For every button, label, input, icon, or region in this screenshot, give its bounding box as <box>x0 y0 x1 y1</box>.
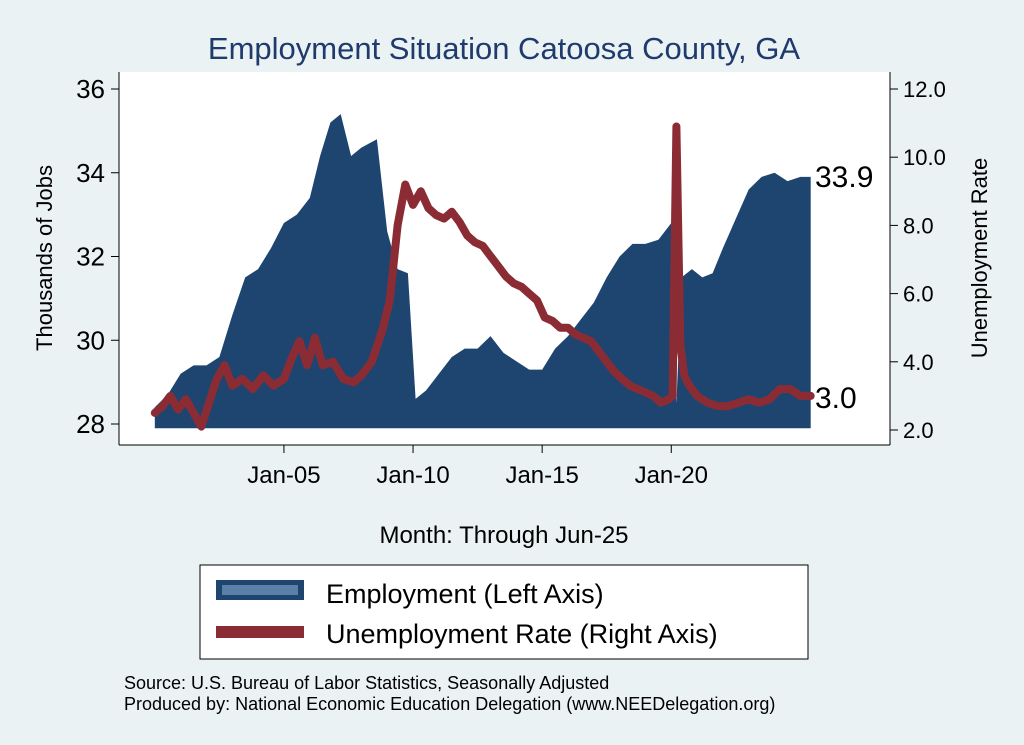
left-tick-label: 34 <box>76 158 105 188</box>
right-tick-label: 4.0 <box>903 350 934 375</box>
left-tick-group: 28 30 32 34 36 <box>76 74 119 439</box>
legend-employment-swatch-inner <box>222 585 298 595</box>
employment-end-label: 33.9 <box>815 161 873 194</box>
y-axis-left-label: Thousands of Jobs <box>32 165 57 351</box>
x-axis-label: Month: Through Jun-25 <box>379 522 628 549</box>
right-tick-label: 10.0 <box>903 145 946 170</box>
x-tick-group: Jan-05 Jan-10 Jan-15 Jan-20 <box>247 445 708 489</box>
left-tick-label: 36 <box>76 74 105 104</box>
legend-employment-label: Employment (Left Axis) <box>326 579 604 609</box>
x-tick-label: Jan-15 <box>505 462 578 489</box>
left-tick-label: 30 <box>76 325 105 355</box>
right-tick-label: 2.0 <box>903 418 934 443</box>
left-tick-label: 32 <box>76 242 105 272</box>
left-tick-label: 28 <box>76 409 105 439</box>
right-tick-label: 6.0 <box>903 282 934 307</box>
right-tick-label: 8.0 <box>903 213 934 238</box>
source-line-1: Source: U.S. Bureau of Labor Statistics,… <box>124 673 609 693</box>
legend-unemployment-label: Unemployment Rate (Right Axis) <box>326 619 718 649</box>
x-tick-label: Jan-05 <box>247 462 320 489</box>
legend-unemployment-swatch <box>216 626 304 638</box>
source-line-2: Produced by: National Economic Education… <box>124 694 775 714</box>
right-tick-label: 12.0 <box>903 77 946 102</box>
right-tick-group: 2.0 4.0 6.0 8.0 10.0 12.0 <box>890 77 946 443</box>
unemployment-line <box>150 122 815 431</box>
x-tick-label: Jan-10 <box>376 462 449 489</box>
unemployment-end-label: 3.0 <box>815 382 857 415</box>
x-tick-label: Jan-20 <box>635 462 708 489</box>
y-axis-right-label: Unemployment Rate <box>967 158 992 359</box>
chart-title: Employment Situation Catoosa County, GA <box>208 31 800 66</box>
